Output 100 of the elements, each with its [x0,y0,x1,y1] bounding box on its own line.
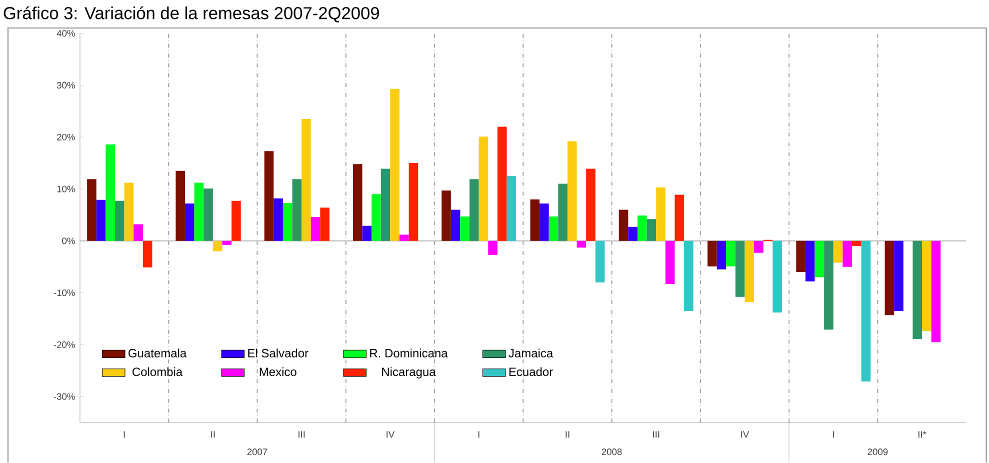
legend-label: El Salvador [248,348,308,358]
bar [176,171,186,242]
bar [548,216,558,242]
x-tick-label: IV [386,431,395,438]
legend-label: Guatemala [128,348,187,358]
bar [292,179,302,242]
y-tick-label: -20% [54,342,75,348]
bar [796,241,806,272]
bar [310,217,320,242]
bar [726,241,736,267]
legend-label: Nicaragua [382,368,436,379]
y-tick-label: 10% [57,186,75,193]
y-tick-label: 40% [56,30,75,37]
x-tick-label: II* [918,431,926,438]
bar [212,241,222,252]
bar [628,227,638,242]
legend-label: Colombia [132,368,183,376]
bar [735,241,745,298]
bar [852,241,862,246]
text: 2008 [602,448,622,456]
bar [488,241,498,256]
bar [665,241,675,284]
bar [558,184,568,242]
bar [922,241,932,332]
bar [442,190,451,242]
bar [754,241,764,254]
bar [142,241,152,268]
y-tick-label: 20% [57,134,75,141]
y-tick-label: 0% [62,238,75,244]
bar [204,188,213,242]
bar [884,241,894,316]
bar [586,169,596,242]
bar [576,241,586,248]
bar [842,241,852,268]
bar [194,183,204,242]
bar [96,200,106,242]
x-tick-label: III [653,431,660,438]
bar [824,241,834,330]
bar [320,208,330,242]
bar [656,188,666,242]
y-tick-label: -30% [54,394,75,400]
bar [390,89,400,242]
bar [362,226,372,242]
bar [912,241,922,340]
bar [716,241,726,270]
bar [408,163,418,242]
legend-label: Mexico [260,368,296,376]
bar [185,204,194,242]
bar [708,241,717,267]
bar [106,144,115,242]
bar [744,241,754,302]
bar [497,126,507,242]
bar [87,179,96,242]
bar [638,216,647,242]
chart-title: Gráfico 3: Variación de la remesas 2007-2Q2009 [4,6,379,23]
legend-label: Ecuador [509,368,553,376]
text: 2009 [868,448,888,456]
bar [618,210,628,242]
bar [805,241,815,282]
bar [861,241,871,382]
bar [450,210,460,242]
bar [400,234,409,242]
bar [814,241,824,278]
bar [674,194,684,242]
bar [772,241,782,313]
x-tick-label: I [124,431,125,438]
bar [114,201,124,242]
bar [264,151,274,242]
bar [530,200,540,242]
text: 2007 [247,448,268,456]
legend-label: R. Dominicana [370,348,448,358]
bar [646,219,656,242]
bar [274,198,283,242]
bar [124,183,134,242]
y-tick-label: -10% [54,290,75,296]
bar [134,224,143,242]
bar [222,241,232,246]
x-tick-label: I [478,431,480,438]
bar [302,119,311,242]
x-tick-label: III [298,431,305,438]
legend-label: Jamaica [508,348,554,358]
bar [540,204,549,242]
bar [470,179,479,242]
x-tick-label: II [566,431,570,438]
bar [352,164,362,242]
bar [595,241,605,283]
bar [380,169,390,242]
bar [894,241,904,312]
bar [833,241,843,263]
bar [460,216,470,242]
bar [684,241,694,312]
x-tick-label: IV [741,431,750,438]
y-tick-label: 30% [56,82,75,89]
bar [372,194,381,242]
x-tick-label: II [211,431,215,438]
x-tick-label: I [832,431,834,438]
bar [931,241,941,342]
bar [282,203,292,242]
bar [506,176,516,242]
bar [232,201,241,242]
